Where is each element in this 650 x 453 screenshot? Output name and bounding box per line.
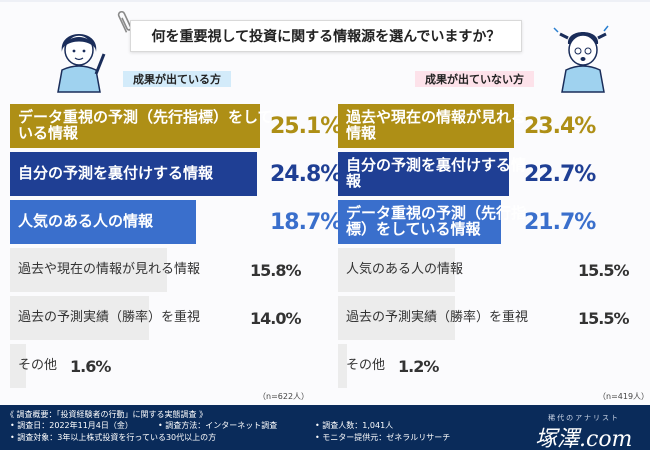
bar-value-label: 1.6% [70,356,111,376]
bar-label: その他 [18,358,58,374]
bar-value-label: 15.5% [578,260,630,280]
survey-count: • 調査人数：1,041人 [315,421,394,430]
survey-target: • 調査対象：3年以上株式投資を行っている30代以上の方 [10,433,217,442]
bar [10,296,150,340]
paperclip-icon [117,11,132,33]
bar [10,344,26,388]
bar [10,248,168,292]
bar-label: 過去や現在の情報が見れる情報 [18,262,201,278]
bar-label: その他 [346,358,386,374]
logo: 塚澤.com [535,427,633,452]
bar [338,296,455,340]
bar-label: 人気のある人の情報 [18,212,154,231]
bar-value-label: 22.7% [524,161,596,187]
footer: 《 調査概要：「投資経験者の行動」に関する実態調査 》 • 調査日：2022年1… [0,405,650,450]
bar-label: 人気のある人の情報 [346,262,464,278]
survey-provider: • モニター提供元：ゼネラルリサーチ [315,433,451,442]
bar-value-label: 24.8% [270,161,342,187]
bar [10,104,260,148]
survey-method: • 調査方法：インターネット調査 [158,421,278,430]
bar [338,152,509,196]
bar-value-label: 14.0% [250,308,302,328]
bar [338,104,514,148]
bar-label: 自分の予測を裏付けする情報 [18,164,214,183]
bar [10,200,197,244]
bar-label: 過去の予測実績（勝率）を重視 [346,310,529,326]
page-title: 何を重要視して投資に関する情報源を選んでいますか？ [130,20,522,52]
bar-label: 過去の予測実績（勝率）を重視 [18,310,201,326]
bar-value-label: 15.5% [578,308,630,328]
survey-date: • 調査日：2022年11月4日（金） [10,421,133,430]
bar-value-label: 18.7% [270,209,342,235]
bar [338,344,348,388]
worried-investor-icon [553,25,609,93]
panel-label-unsuccessful: 成果が出ていない方 [415,71,534,87]
sample-size-right: （n=419人） [598,392,650,401]
survey-heading: 《 調査概要：「投資経験者の行動」に関する実態調査 》 [6,410,208,419]
bar-value-label: 25.1% [270,113,342,139]
bar-value-label: 15.8% [250,260,302,280]
bar-label: データ重視の予測（先行指標）をしている情報 [346,204,527,238]
bar [10,152,257,196]
bg-line [0,0,650,2]
panel-label-successful: 成果が出ている方 [123,71,231,87]
bar [338,200,502,244]
bar-value-label: 23.4% [524,113,596,139]
bar-value-label: 21.7% [524,209,596,235]
sample-size-left: （n=622人） [258,392,310,401]
bar-value-label: 1.2% [398,356,439,376]
bar-label: データ重視の予測（先行指標）をしている情報 [18,108,273,142]
bar-label: 過去や現在の情報が見れる情報 [346,108,527,142]
happy-investor-icon [57,34,106,93]
bar-label: 自分の予測を裏付けする情報 [346,156,527,190]
bar [338,248,455,292]
logo-subtitle: 稀代のアナリスト [548,414,620,422]
